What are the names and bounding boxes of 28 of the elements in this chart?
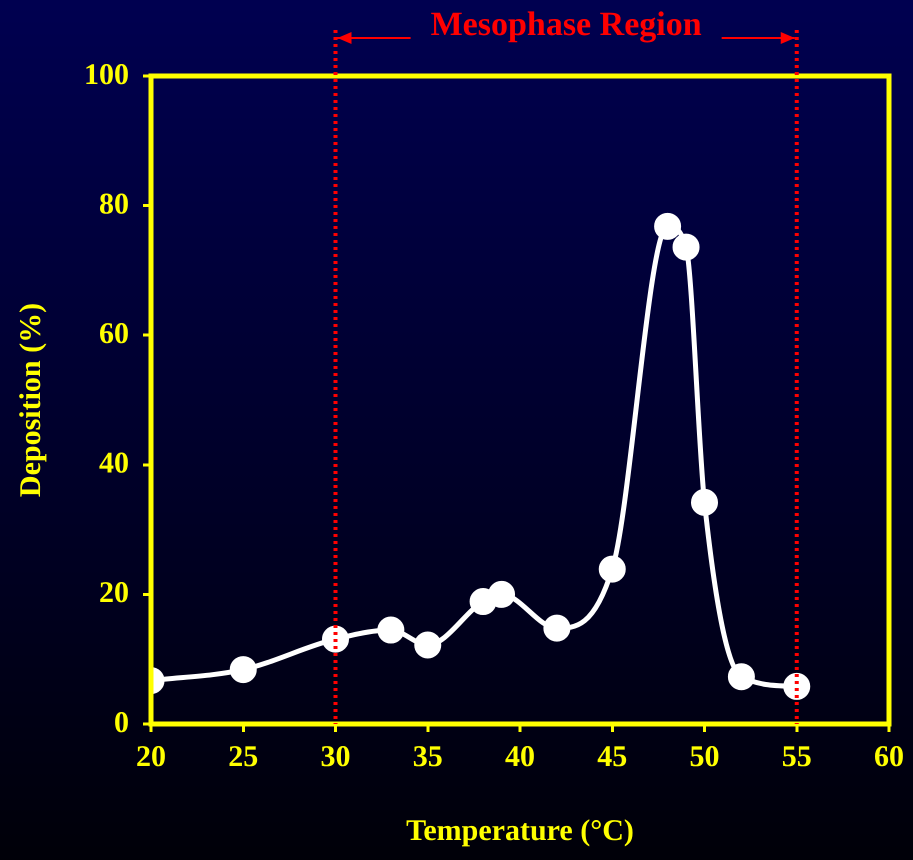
point: [654, 212, 682, 240]
y-tick-label: 60: [99, 316, 129, 350]
point: [230, 656, 257, 684]
x-tick-label: 50: [690, 740, 720, 773]
x-tick-label: 40: [505, 740, 535, 773]
y-tick-label: 20: [99, 576, 129, 610]
x-tick-label: 55: [782, 740, 812, 773]
x-tick-label: 30: [320, 740, 350, 773]
text: Mesophase Region: [430, 6, 702, 43]
point: [543, 614, 570, 642]
y-axis-title: Deposition (%): [14, 302, 47, 498]
y-tick-label: 0: [114, 706, 129, 739]
x-tick-label: 35: [412, 740, 443, 773]
x-tick-label: 45: [597, 740, 628, 773]
point: [488, 580, 516, 608]
point: [691, 488, 718, 516]
y-tick-label: 80: [99, 187, 129, 220]
x-tick-label: 20: [136, 740, 166, 773]
point: [672, 234, 700, 261]
y-tick-label: 40: [99, 446, 129, 480]
y-tick-label: 100: [84, 58, 129, 91]
point: [598, 556, 626, 583]
x-tick-label: 25: [228, 740, 258, 773]
point: [728, 663, 755, 690]
x-tick-label: 60: [874, 740, 904, 773]
x-axis-title: Temperature (°C): [406, 814, 634, 847]
point: [414, 631, 442, 658]
point: [377, 616, 404, 644]
